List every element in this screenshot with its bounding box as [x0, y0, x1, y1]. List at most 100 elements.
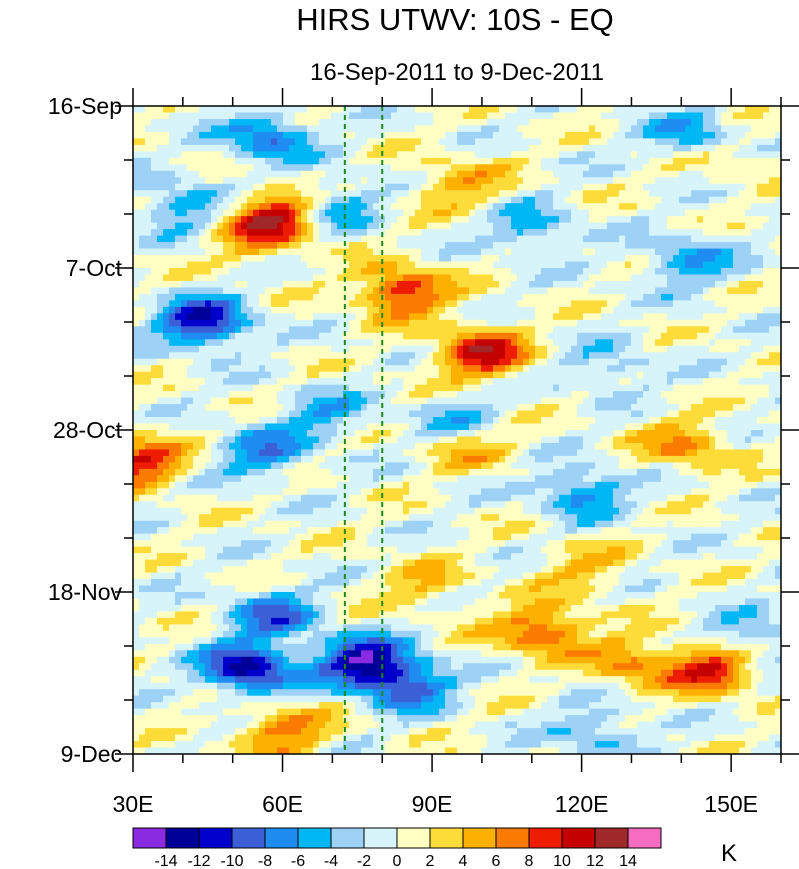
- field-cell: [559, 371, 566, 379]
- field-cell: [259, 196, 266, 204]
- field-cell: [259, 183, 266, 191]
- field-cell: [139, 293, 146, 301]
- field-cell: [145, 242, 152, 250]
- field-cell: [187, 371, 194, 379]
- field-cell: [415, 268, 422, 276]
- field-cell: [565, 287, 572, 295]
- field-cell: [433, 365, 440, 373]
- field-cell: [721, 274, 728, 282]
- field-cell: [181, 300, 188, 308]
- field-cell: [505, 326, 512, 334]
- field-cell: [715, 131, 722, 139]
- field-cell: [745, 235, 752, 243]
- field-cell: [439, 268, 446, 276]
- field-cell: [367, 332, 374, 340]
- field-cell: [445, 339, 452, 347]
- field-cell: [643, 384, 650, 392]
- field-cell: [289, 391, 296, 399]
- field-cell: [565, 248, 572, 256]
- field-cell: [331, 391, 338, 399]
- field-cell: [511, 209, 518, 217]
- field-cell: [391, 287, 398, 295]
- field-cell: [583, 138, 590, 146]
- field-cell: [361, 358, 368, 366]
- field-cell: [631, 177, 638, 185]
- field-cell: [601, 196, 608, 204]
- field-cell: [241, 203, 248, 211]
- field-cell: [271, 196, 278, 204]
- field-cell: [757, 397, 764, 405]
- field-cell: [727, 164, 734, 172]
- field-cell: [673, 151, 680, 159]
- field-cell: [157, 106, 164, 114]
- field-cell: [589, 280, 596, 289]
- field-cell: [721, 332, 728, 340]
- field-cell: [145, 131, 152, 139]
- field-cell: [343, 280, 350, 289]
- field-cell: [517, 326, 524, 334]
- field-cell: [517, 268, 524, 276]
- field-cell: [763, 274, 770, 282]
- field-cell: [175, 313, 182, 321]
- field-cell: [751, 190, 758, 198]
- field-cell: [535, 125, 542, 133]
- field-cell: [391, 131, 398, 139]
- field-cell: [691, 125, 698, 133]
- field-cell: [181, 352, 188, 360]
- field-cell: [625, 125, 632, 133]
- field-cell: [175, 216, 182, 224]
- field-cell: [229, 209, 236, 217]
- field-cell: [553, 397, 560, 405]
- field-cell: [139, 222, 146, 230]
- field-cell: [745, 177, 752, 185]
- field-cell: [343, 293, 350, 301]
- field-cell: [547, 118, 554, 127]
- field-cell: [487, 306, 494, 314]
- field-cell: [463, 313, 470, 321]
- field-cell: [235, 397, 242, 405]
- field-cell: [673, 319, 680, 327]
- field-cell: [673, 183, 680, 191]
- field-cell: [583, 378, 590, 386]
- field-cell: [631, 352, 638, 360]
- field-cell: [721, 144, 728, 152]
- field-cell: [325, 274, 332, 282]
- field-cell: [211, 196, 218, 204]
- field-cell: [169, 248, 176, 256]
- field-cell: [469, 287, 476, 295]
- field-cell: [535, 190, 542, 198]
- field-cell: [499, 196, 506, 204]
- field-cell: [685, 170, 692, 178]
- field-cell: [769, 138, 776, 146]
- field-cell: [283, 203, 290, 211]
- field-cell: [241, 125, 248, 133]
- field-cell: [361, 196, 368, 204]
- field-cell: [163, 300, 170, 308]
- field-cell: [775, 222, 781, 230]
- field-cell: [343, 378, 350, 386]
- field-cell: [469, 397, 476, 405]
- field-cell: [571, 144, 578, 152]
- field-cell: [613, 190, 620, 198]
- field-cell: [295, 203, 302, 211]
- field-cell: [661, 345, 668, 353]
- field-cell: [499, 280, 506, 289]
- field-cell: [595, 183, 602, 191]
- field-cell: [547, 319, 554, 327]
- field-cell: [577, 365, 584, 373]
- field-cell: [145, 332, 152, 340]
- field-cell: [427, 293, 434, 301]
- field-cell: [439, 300, 446, 308]
- field-cell: [289, 352, 296, 360]
- field-cell: [301, 352, 308, 360]
- field-cell: [307, 274, 314, 282]
- field-cell: [241, 306, 248, 314]
- field-cell: [697, 397, 704, 405]
- field-cell: [763, 345, 770, 353]
- field-cell: [193, 391, 200, 399]
- field-cell: [181, 229, 188, 237]
- field-cell: [199, 326, 206, 334]
- field-cell: [271, 261, 278, 269]
- field-cell: [439, 378, 446, 386]
- field-cell: [325, 157, 332, 165]
